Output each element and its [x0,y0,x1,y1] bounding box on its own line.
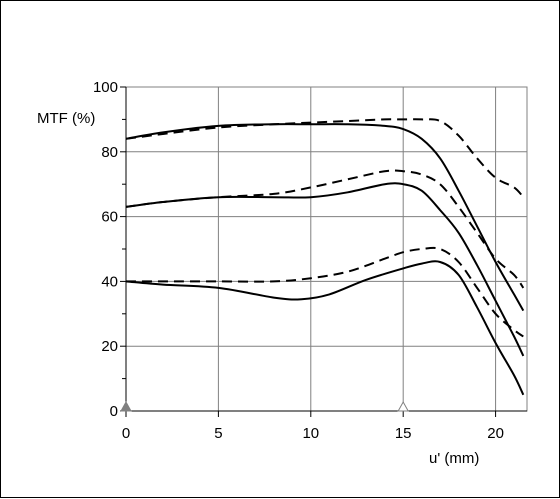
y-tick-label: 80 [101,144,118,161]
triangle-marker [120,400,132,412]
x-tick-label: 15 [395,425,412,442]
dashed-series-line [125,169,525,289]
x-tick-label: 20 [487,425,504,442]
y-tick-label: 20 [101,338,118,355]
axis-ticks: 0 5 10 15 20 0 20 40 60 80 100 [93,79,504,442]
y-tick-label: 100 [93,79,118,96]
marker-group [120,400,410,412]
y-tick-label: 40 [101,273,118,290]
x-tick-label: 0 [122,425,130,442]
x-tick-label: 10 [302,425,319,442]
y-axis-label: MTF (%) [37,110,95,127]
plot-area [125,86,528,412]
solid-series-line [125,260,525,396]
series-group [125,118,525,396]
dashed-series-line [125,246,524,338]
x-axis-label: u' (mm) [429,450,479,467]
solid-series-line [125,182,525,357]
triangle-marker [397,400,410,412]
y-tick-label: 0 [110,403,118,420]
dashed-series-line [125,118,525,198]
y-tick-label: 60 [101,209,118,226]
x-tick-label: 5 [214,425,222,442]
